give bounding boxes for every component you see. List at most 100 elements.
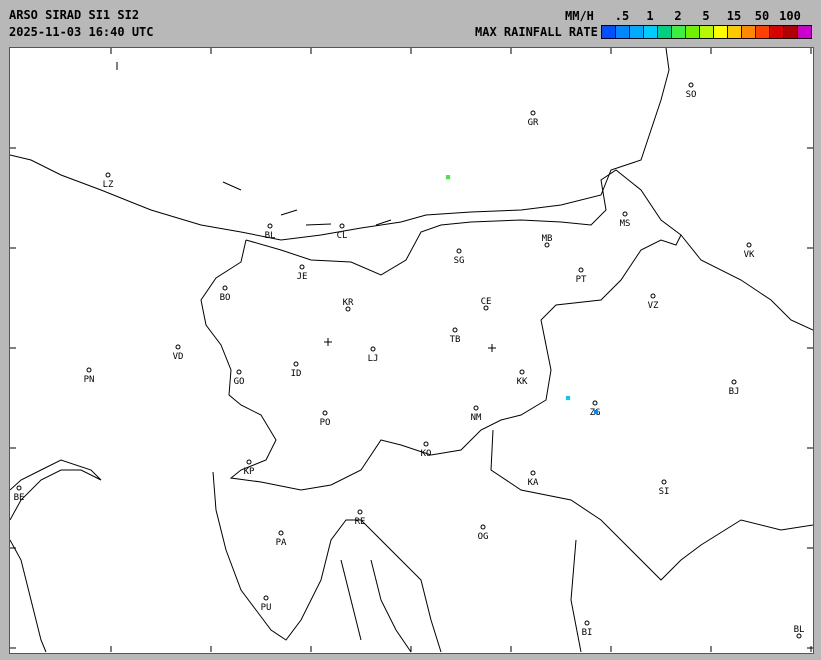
legend-tick: 100: [779, 9, 801, 23]
city-bl: BL: [265, 223, 276, 241]
radar-map[interactable]: SO GR LZ BL CL MS MB VK SG JE PT BO VZ KR CE TB VD LJ PN ID…: [9, 47, 814, 654]
coast: [212, 471, 442, 653]
legend-tick: 5: [702, 9, 710, 23]
city-zg: ZG: [590, 400, 600, 418]
city-dot-icon: [267, 223, 273, 229]
legend-swatch: [728, 26, 742, 38]
city-label: VK: [744, 250, 755, 260]
city-label: PU: [261, 603, 272, 613]
city-dot-icon: [222, 285, 228, 291]
legend-swatch: [756, 26, 770, 38]
city-bo: BO: [220, 285, 231, 303]
city-label: LJ: [368, 354, 379, 364]
islands: [340, 559, 412, 653]
city-dot-icon: [746, 242, 752, 248]
borders: [9, 47, 814, 653]
city-re: RE: [355, 509, 366, 527]
city-dot-icon: [339, 223, 345, 229]
austria-border: [9, 47, 670, 241]
city-og: OG: [478, 524, 489, 542]
city-dot-icon: [263, 595, 269, 601]
city-dot-icon: [480, 524, 486, 530]
city-dot-icon: [530, 110, 536, 116]
city-je: JE: [297, 264, 308, 282]
legend-tick: 2: [674, 9, 682, 23]
city-label: BE: [14, 493, 25, 503]
city-label: RE: [355, 517, 366, 527]
italy-coast: [9, 539, 47, 653]
city-label: BL: [265, 231, 276, 241]
legend-swatch: [672, 26, 686, 38]
city-pn: PN: [84, 367, 94, 385]
city-gr: GR: [528, 110, 539, 128]
city-cl: CL: [337, 223, 347, 241]
rain-cell: [594, 410, 598, 414]
croatia-bih-border: [490, 429, 814, 581]
legend-swatch: [714, 26, 728, 38]
city-label: PT: [576, 275, 587, 285]
city-dot-icon: [175, 344, 181, 350]
legend-tick: 1: [646, 9, 654, 23]
city-dot-icon: [105, 172, 111, 178]
city-dot-icon: [661, 479, 667, 485]
city-label: CE: [481, 297, 492, 307]
city-label: BO: [220, 293, 231, 303]
legend-swatch: [784, 26, 798, 38]
legend-title: MAX RAINFALL RATE: [475, 25, 598, 39]
city-vd: VD: [173, 344, 183, 362]
city-lz: LZ: [103, 172, 114, 190]
rain-cell: [446, 175, 450, 179]
city-tb: TB: [450, 327, 460, 345]
city-ka: KA: [528, 470, 539, 488]
croatia-hungary-border: [680, 234, 814, 331]
city-label: BJ: [729, 387, 740, 397]
city-bj: BJ: [729, 379, 740, 397]
map-svg: SO GR LZ BL CL MS MB VK SG JE PT BO VZ KR CE TB VD LJ PN ID…: [9, 47, 814, 653]
city-dot-icon: [16, 485, 22, 491]
city-vz: VZ: [648, 293, 659, 311]
city-dot-icon: [796, 633, 802, 639]
city-label: OG: [478, 532, 489, 542]
city-label: KK: [517, 377, 528, 387]
legend-swatch: [658, 26, 672, 38]
rain-cells: [446, 175, 598, 414]
city-label: GR: [528, 118, 539, 128]
bih-border-2: [570, 539, 582, 653]
city-go: GO: [234, 369, 244, 387]
radar-site-lisca: [324, 338, 332, 346]
city-dot-icon: [246, 459, 252, 465]
west-coast: [9, 459, 102, 521]
legend-tick: 50: [754, 9, 770, 23]
city-dot-icon: [519, 369, 525, 375]
product-title: ARSO SIRAD SI1 SI2: [9, 8, 140, 22]
city-dot-icon: [278, 530, 284, 536]
city-po: PO: [320, 410, 330, 428]
city-kr: KR: [343, 298, 354, 312]
city-label: ID: [291, 369, 302, 379]
radar-site-markers: [324, 338, 496, 352]
legend-swatch: [616, 26, 630, 38]
city-lj: LJ: [368, 346, 379, 364]
lake-2: [280, 209, 392, 226]
legend-swatch: [644, 26, 658, 38]
city-ce: CE: [481, 297, 492, 311]
city-label: KO: [421, 449, 432, 459]
city-bi: BI: [582, 620, 592, 638]
city-si: SI: [659, 479, 670, 497]
frame-ticks: [10, 48, 813, 652]
city-dot-icon: [731, 379, 737, 385]
legend-swatch: [700, 26, 714, 38]
city-vk: VK: [744, 242, 755, 260]
city-markers: SO GR LZ BL CL MS MB VK SG JE PT BO VZ KR CE TB VD LJ PN ID…: [14, 82, 804, 639]
city-dot-icon: [688, 82, 694, 88]
city-dot-icon: [530, 470, 536, 476]
city-sg: SG: [454, 248, 464, 266]
city-dot-icon: [357, 509, 363, 515]
city-label: SI: [659, 487, 670, 497]
city-label: JE: [297, 272, 308, 282]
city-dot-icon: [345, 306, 351, 312]
city-dot-icon: [299, 264, 305, 270]
city-dot-icon: [456, 248, 462, 254]
city-nm: NM: [471, 405, 482, 423]
